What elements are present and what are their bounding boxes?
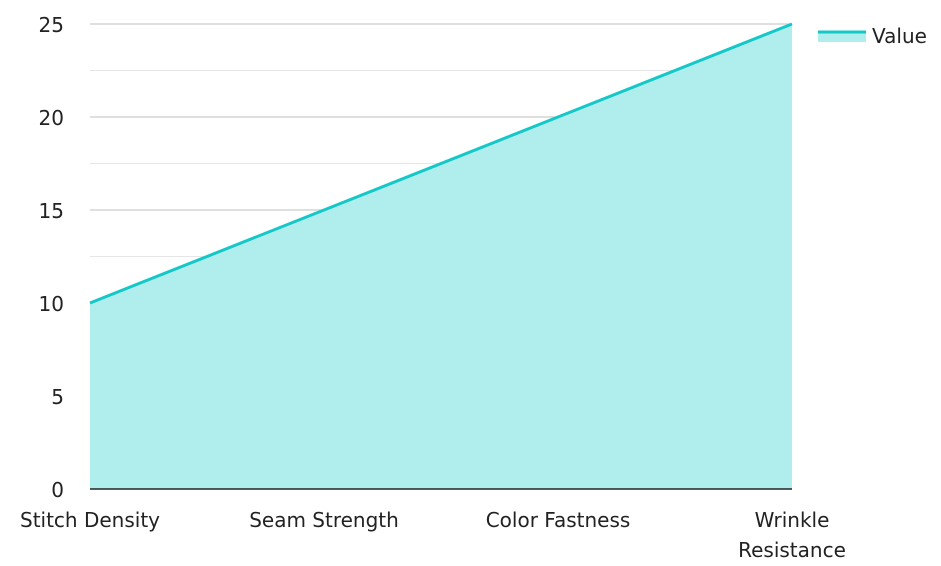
legend: Value: [818, 24, 927, 48]
y-tick-label: 0: [51, 478, 64, 502]
x-tick-label: Seam Strength: [249, 508, 399, 532]
y-tick-label: 15: [39, 199, 64, 223]
y-tick-label: 25: [39, 13, 64, 37]
x-tick-label: Color Fastness: [486, 508, 631, 532]
y-tick-label: 10: [39, 292, 64, 316]
x-tick-label: Stitch Density: [20, 508, 160, 532]
y-tick-label: 20: [39, 106, 64, 130]
y-tick-label: 5: [51, 385, 64, 409]
legend-label: Value: [872, 24, 927, 48]
